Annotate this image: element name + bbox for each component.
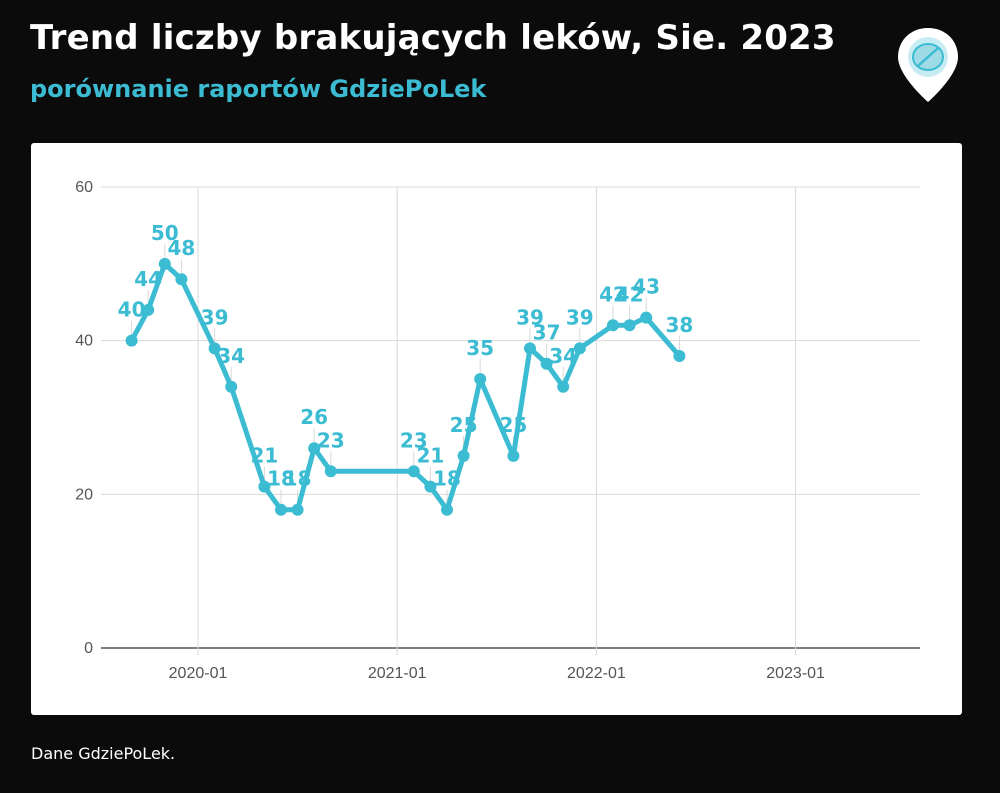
data-point xyxy=(424,480,437,493)
data-point xyxy=(158,257,171,270)
data-point xyxy=(457,449,470,462)
source-note: Dane GdziePoLek. xyxy=(31,744,176,763)
page-subtitle: porównanie raportów GdziePoLek xyxy=(30,75,487,103)
data-label: 25 xyxy=(499,413,527,437)
data-point xyxy=(308,442,321,455)
data-label: 23 xyxy=(317,428,345,452)
line-chart: 0 20 40 60 2020-01 2021-01 2022-01 2023-01 40 44 5… xyxy=(75,179,920,682)
data-label: 18 xyxy=(284,467,312,491)
data-point xyxy=(324,465,337,478)
data-label: 39 xyxy=(566,305,594,329)
data-label: 34 xyxy=(217,344,245,368)
data-point xyxy=(441,503,453,516)
y-tick-label: 0 xyxy=(84,640,93,657)
data-point xyxy=(407,465,420,478)
data-point xyxy=(474,373,487,386)
data-point xyxy=(507,449,520,462)
data-point xyxy=(557,380,570,393)
data-point xyxy=(623,319,636,332)
data-point xyxy=(175,273,188,286)
y-tick-label: 40 xyxy=(75,333,93,350)
data-point xyxy=(225,380,238,393)
data-point xyxy=(540,357,553,370)
data-label: 50 xyxy=(151,221,179,245)
x-tick-label: 2023-01 xyxy=(766,665,825,682)
data-label: 38 xyxy=(665,313,693,337)
data-label: 18 xyxy=(267,467,295,491)
data-point xyxy=(640,311,653,324)
data-label: 23 xyxy=(400,428,428,452)
data-point xyxy=(142,303,155,316)
data-label: 25 xyxy=(450,413,478,437)
data-point xyxy=(607,319,619,332)
data-label: 43 xyxy=(632,275,660,299)
page-title: Trend liczby brakujących leków, Sie. 202… xyxy=(30,18,836,58)
data-label: 40 xyxy=(118,298,146,322)
data-label: 48 xyxy=(167,236,195,260)
data-point xyxy=(275,503,287,516)
data-point xyxy=(125,334,138,347)
x-tick-label: 2021-01 xyxy=(368,665,427,682)
data-label: 18 xyxy=(433,467,461,491)
data-point xyxy=(673,350,686,363)
data-point xyxy=(291,503,304,516)
data-label: 26 xyxy=(300,405,328,429)
data-label: 42 xyxy=(616,282,644,306)
data-label: 34 xyxy=(549,344,577,368)
data-point xyxy=(258,480,271,493)
data-label: 21 xyxy=(416,444,444,468)
data-label: 37 xyxy=(533,321,561,345)
x-tick-label: 2022-01 xyxy=(567,665,626,682)
data-label: 39 xyxy=(516,305,544,329)
x-tick-label: 2020-01 xyxy=(169,665,228,682)
data-point xyxy=(208,342,221,355)
chart-panel: 0 20 40 60 2020-01 2021-01 2022-01 2023-01 40 44 5… xyxy=(31,143,962,715)
pill-location-pin-icon xyxy=(898,28,958,102)
series-line xyxy=(129,261,682,513)
data-label: 44 xyxy=(134,267,162,291)
data-point xyxy=(573,342,586,355)
data-label: 35 xyxy=(466,336,494,360)
y-tick-label: 20 xyxy=(75,486,93,503)
data-label: 21 xyxy=(250,444,278,468)
data-label: 39 xyxy=(201,305,229,329)
data-point xyxy=(524,342,536,355)
data-label: 42 xyxy=(599,282,627,306)
y-tick-label: 60 xyxy=(75,179,93,196)
